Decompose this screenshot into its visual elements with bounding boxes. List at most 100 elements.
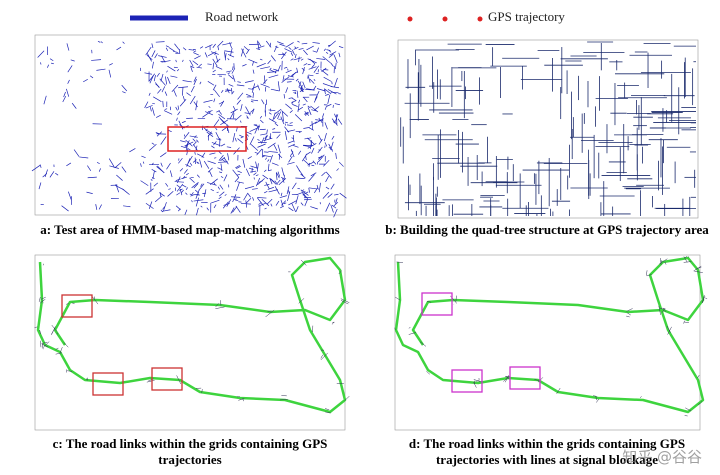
road <box>322 56 331 63</box>
road <box>40 62 42 65</box>
road <box>281 52 286 56</box>
road <box>39 329 41 335</box>
road <box>122 91 126 94</box>
road <box>296 90 299 98</box>
road <box>282 111 284 122</box>
road <box>212 84 217 91</box>
road <box>334 103 340 106</box>
road <box>219 191 225 197</box>
legend-gps-dot <box>477 16 483 22</box>
road <box>79 156 89 159</box>
road <box>226 88 230 94</box>
road <box>183 132 190 139</box>
road <box>282 75 285 81</box>
road <box>38 182 42 190</box>
road <box>232 132 236 143</box>
road <box>344 396 350 401</box>
road <box>426 371 430 375</box>
road <box>394 256 705 414</box>
road <box>44 169 48 178</box>
road <box>295 206 299 212</box>
road <box>158 55 167 58</box>
road <box>260 66 271 70</box>
road <box>280 192 283 197</box>
road <box>164 108 168 110</box>
road <box>151 61 154 69</box>
road <box>280 205 284 209</box>
road <box>187 155 193 164</box>
road <box>328 143 334 152</box>
road <box>167 65 176 72</box>
road <box>63 342 69 348</box>
road <box>419 341 427 347</box>
road <box>167 191 174 197</box>
road <box>313 65 320 73</box>
road <box>209 170 213 178</box>
road <box>596 398 600 403</box>
road <box>302 145 310 148</box>
road <box>328 147 333 150</box>
road <box>250 165 258 169</box>
grid-box <box>61 294 93 318</box>
road <box>198 63 202 68</box>
road <box>282 178 285 183</box>
road <box>207 160 216 164</box>
road <box>205 128 208 132</box>
road <box>330 91 339 94</box>
road <box>235 114 242 121</box>
road <box>182 184 187 188</box>
road <box>201 152 206 158</box>
road <box>160 136 167 145</box>
road <box>193 52 199 56</box>
road <box>268 109 276 111</box>
road <box>297 106 304 111</box>
road <box>256 48 261 51</box>
panel-frame <box>34 254 346 431</box>
road <box>51 326 56 336</box>
road <box>234 177 240 183</box>
road <box>327 89 337 95</box>
road <box>208 106 211 108</box>
road <box>66 162 72 167</box>
road <box>287 75 294 78</box>
road <box>274 186 280 195</box>
road <box>281 167 285 176</box>
road <box>148 378 154 382</box>
road <box>249 136 255 145</box>
road <box>296 67 299 73</box>
road <box>43 95 47 105</box>
road <box>298 150 302 155</box>
road <box>236 84 245 87</box>
road <box>300 173 306 179</box>
road <box>324 122 328 130</box>
road <box>335 62 337 70</box>
road <box>269 154 273 163</box>
road <box>639 396 642 399</box>
road <box>316 184 319 190</box>
road <box>330 204 334 213</box>
road <box>71 102 77 109</box>
road <box>292 144 299 148</box>
road <box>291 182 297 190</box>
road <box>281 110 289 117</box>
road <box>148 201 153 209</box>
road <box>193 101 198 108</box>
road <box>276 179 281 184</box>
road <box>293 47 299 50</box>
road <box>116 174 123 181</box>
road <box>207 130 213 135</box>
road <box>304 111 309 116</box>
road <box>396 261 404 263</box>
road <box>292 104 298 107</box>
road <box>302 192 309 199</box>
road <box>295 195 299 205</box>
road <box>154 82 160 89</box>
road <box>279 43 286 47</box>
road <box>140 180 149 186</box>
road <box>215 58 221 63</box>
road <box>503 375 511 382</box>
road <box>220 157 225 162</box>
road <box>168 188 171 190</box>
road <box>255 161 258 169</box>
road <box>195 197 200 207</box>
